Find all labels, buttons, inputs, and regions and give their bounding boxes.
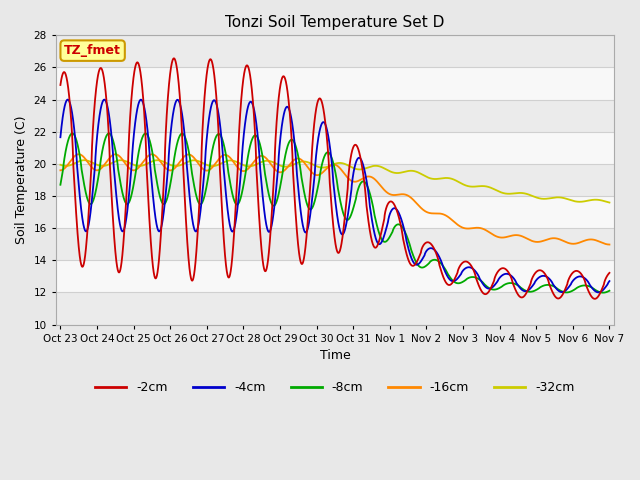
Title: Tonzi Soil Temperature Set D: Tonzi Soil Temperature Set D <box>225 15 445 30</box>
Bar <box>56 100 614 132</box>
Bar <box>56 196 614 228</box>
Bar <box>56 68 614 100</box>
Bar <box>56 132 614 164</box>
Bar <box>56 292 614 324</box>
Bar <box>56 36 614 68</box>
Bar <box>56 228 614 260</box>
Bar <box>56 164 614 196</box>
Legend: -2cm, -4cm, -8cm, -16cm, -32cm: -2cm, -4cm, -8cm, -16cm, -32cm <box>90 376 580 399</box>
Bar <box>56 260 614 292</box>
Y-axis label: Soil Temperature (C): Soil Temperature (C) <box>15 116 28 244</box>
Text: TZ_fmet: TZ_fmet <box>64 44 121 57</box>
X-axis label: Time: Time <box>319 349 350 362</box>
